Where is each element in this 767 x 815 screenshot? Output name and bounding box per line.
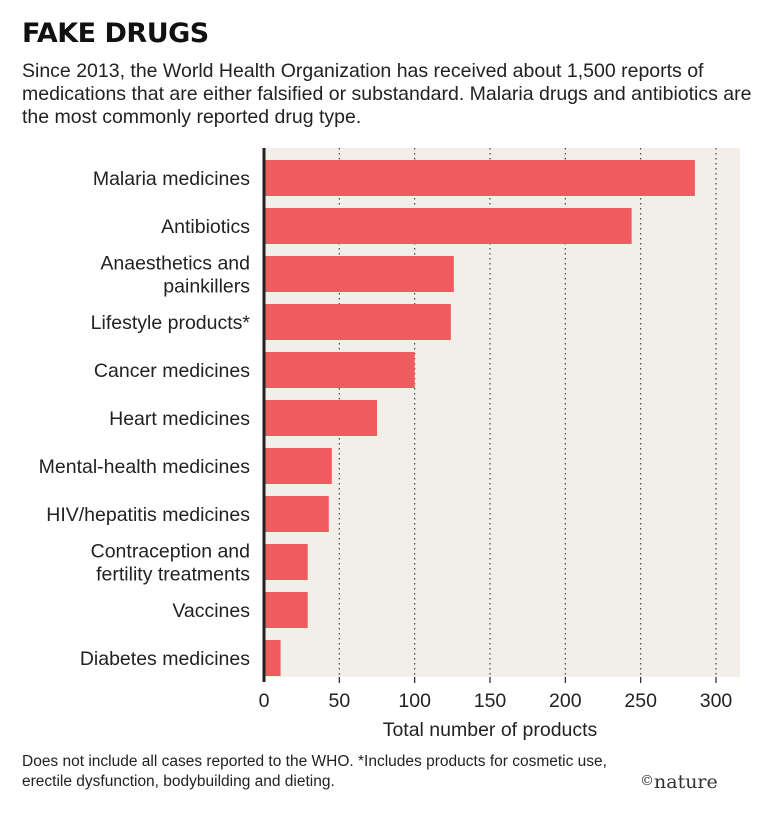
category-labels: Malaria medicines Antibiotics Anaesthetics… — [39, 168, 251, 670]
category-label-line: Contraception and — [91, 541, 250, 563]
x-tick-label: 150 — [474, 690, 507, 712]
category-label: Cancer medicines — [94, 360, 250, 382]
bar — [264, 304, 451, 340]
category-label: Heart medicines — [109, 408, 250, 430]
x-tick-label: 300 — [700, 690, 733, 712]
category-label: Antibiotics — [161, 216, 250, 238]
category-label: Lifestyle products* — [91, 312, 251, 334]
bar — [264, 160, 695, 196]
chart-subtitle: Since 2013, the World Health Organizatio… — [22, 60, 752, 128]
category-label: HIV/hepatitis medicines — [46, 504, 250, 526]
bar — [264, 208, 632, 244]
bar — [264, 544, 308, 580]
category-label: Vaccines — [172, 600, 250, 622]
category-label-line: Antibiotics — [161, 216, 250, 238]
bar — [264, 592, 308, 628]
category-label: Malaria medicines — [93, 168, 250, 190]
category-label-line: Anaesthetics and — [100, 253, 250, 275]
category-label-line: HIV/hepatitis medicines — [46, 504, 250, 526]
bar — [264, 448, 332, 484]
category-label: Diabetes medicines — [80, 648, 250, 670]
category-label: Anaesthetics and painkillers — [100, 253, 250, 298]
category-label-line: Cancer medicines — [94, 360, 250, 382]
x-tick-label: 100 — [398, 690, 431, 712]
category-label-line: Heart medicines — [109, 408, 250, 430]
x-tick-label: 200 — [549, 690, 582, 712]
x-tick-label: 0 — [259, 690, 270, 712]
bar-chart: Malaria medicines Antibiotics Anaesthetics… — [39, 148, 740, 741]
category-label: Contraception and fertility treatments — [91, 541, 251, 586]
category-label-line: Diabetes medicines — [80, 648, 250, 670]
category-label-line: Lifestyle products* — [91, 312, 251, 334]
bar — [264, 352, 415, 388]
bar — [264, 256, 454, 292]
bars — [264, 160, 695, 676]
category-label-line: Mental-health medicines — [39, 456, 251, 478]
footnote: Does not include all cases reported to t… — [22, 753, 607, 790]
category-label-line: Malaria medicines — [93, 168, 250, 190]
bar — [264, 400, 377, 436]
x-tick-label: 50 — [328, 690, 350, 712]
bar — [264, 496, 329, 532]
axes: 0 50 100 150 200 250 300 — [259, 148, 733, 712]
x-axis-label: Total number of products — [383, 719, 598, 741]
logo-text: nature — [654, 771, 718, 793]
category-label-line: fertility treatments — [96, 564, 250, 586]
chart-title: FAKE DRUGS — [22, 18, 209, 49]
nature-logo: ©nature — [640, 771, 718, 793]
category-label-line: painkillers — [163, 276, 250, 298]
grid-lines — [338, 148, 717, 677]
category-label-line: Vaccines — [172, 600, 250, 622]
category-label: Mental-health medicines — [39, 456, 251, 478]
bar — [264, 640, 281, 676]
x-tick-label: 250 — [624, 690, 657, 712]
copyright-symbol: © — [640, 773, 654, 789]
